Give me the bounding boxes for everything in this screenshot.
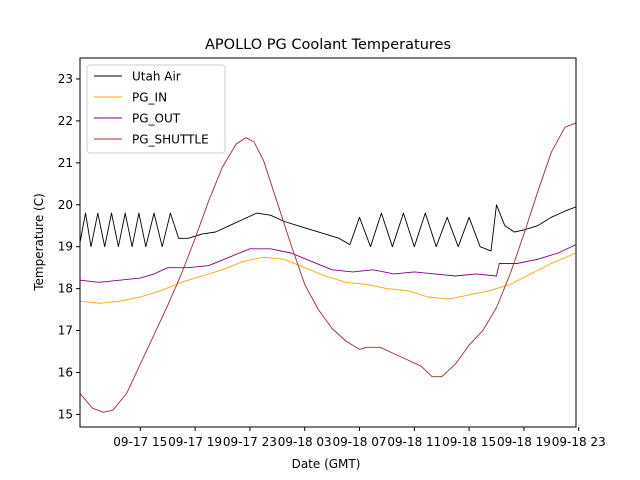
y-tick-label: 19 <box>58 240 73 254</box>
x-tick-label: 09-17 15 <box>113 435 167 449</box>
x-tick-label: 09-18 11 <box>387 435 441 449</box>
legend-label: PG_OUT <box>132 112 181 126</box>
x-tick-label: 09-18 19 <box>497 435 551 449</box>
x-tick-label: 09-17 23 <box>223 435 277 449</box>
legend-box <box>86 64 226 154</box>
series-line-pg-in <box>80 252 576 304</box>
x-tick-label: 09-18 03 <box>278 435 332 449</box>
x-tick-label: 09-17 19 <box>168 435 222 449</box>
x-axis: 09-17 15 09-17 19 09-17 23 09-18 03 09-18 07… <box>113 427 606 449</box>
y-axis-label: Temperature (C) <box>32 193 46 292</box>
chart-title: APOLLO PG Coolant Temperatures <box>205 37 451 53</box>
y-tick-label: 18 <box>58 282 73 296</box>
legend-label: PG_IN <box>132 91 167 105</box>
series-line-pg-out <box>80 244 576 283</box>
x-axis-label: Date (GMT) <box>292 457 361 471</box>
y-tick-label: 17 <box>58 324 73 338</box>
legend-label: PG_SHUTTLE <box>132 133 209 147</box>
axes-frame <box>79 57 577 428</box>
legend: Utah Air PG_IN PG_OUT PG_SHUTTLE <box>86 64 226 154</box>
series-line-pg-shuttle <box>80 122 576 413</box>
y-tick-label: 16 <box>58 365 73 379</box>
y-tick-label: 21 <box>58 156 73 170</box>
y-tick-label: 15 <box>58 407 73 421</box>
y-tick-label: 23 <box>58 72 73 86</box>
y-axis: 15 16 17 18 19 20 21 22 23 <box>58 72 80 421</box>
x-tick-label: 09-18 23 <box>552 435 606 449</box>
y-tick-label: 22 <box>58 114 73 128</box>
y-tick-label: 20 <box>58 198 73 212</box>
series-layer <box>80 122 576 413</box>
series-line-utah-air <box>80 204 576 252</box>
x-tick-label: 09-18 07 <box>333 435 387 449</box>
x-tick-label: 09-18 15 <box>442 435 496 449</box>
legend-label: Utah Air <box>132 70 181 84</box>
